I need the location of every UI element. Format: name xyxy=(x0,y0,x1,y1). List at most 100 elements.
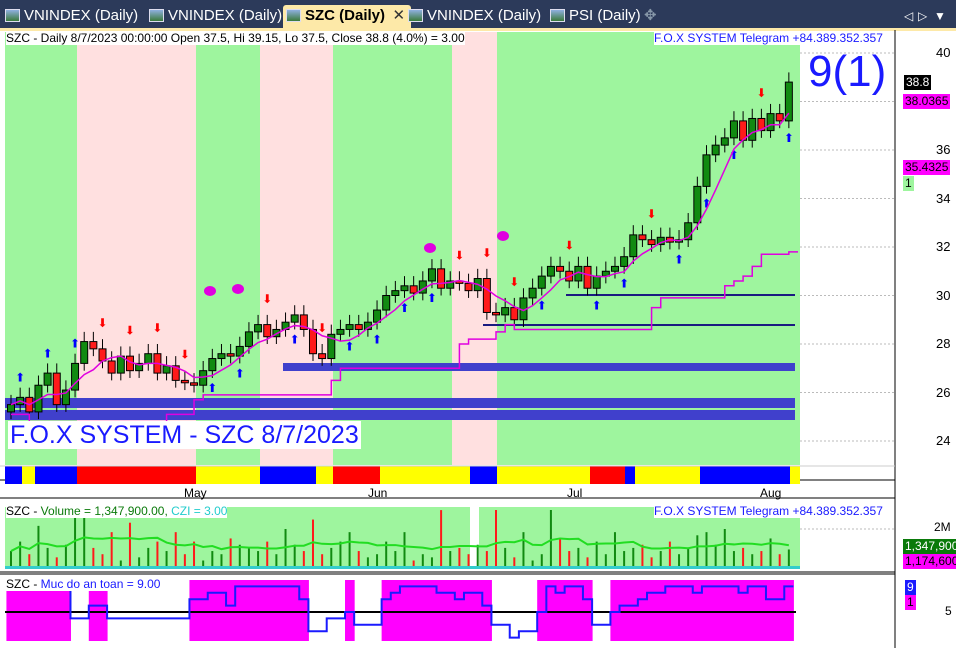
sell-arrow-icon: ⬇ xyxy=(509,275,519,289)
safety-zone xyxy=(390,580,401,641)
buy-arrow-icon: ⬆ xyxy=(619,277,629,291)
candle-up xyxy=(71,362,80,391)
candle-up xyxy=(116,355,125,374)
sell-arrow-icon: ⬇ xyxy=(125,323,135,337)
marker-dot xyxy=(497,231,509,241)
safety-zone xyxy=(52,580,62,641)
safety-zone xyxy=(765,580,776,641)
sell-arrow-icon: ⬇ xyxy=(482,246,492,260)
candle-down xyxy=(647,239,656,246)
trend-strip-segment xyxy=(260,466,316,484)
safety-zone xyxy=(418,580,428,641)
volume-average-line xyxy=(10,536,790,552)
trend-strip-segment xyxy=(22,466,35,484)
safety-zone xyxy=(88,580,99,641)
chart-icon xyxy=(550,9,565,22)
buy-arrow-icon: ⬆ xyxy=(207,381,217,395)
safety-zone xyxy=(720,580,730,641)
safety-zone xyxy=(582,580,593,641)
candle-up xyxy=(254,324,263,333)
tab-vnindex-2[interactable]: VNINDEX (Daily) xyxy=(146,5,282,27)
telegram-label: F.O.X SYSTEM Telegram +84.389.352.357 xyxy=(654,31,883,45)
candle-down xyxy=(583,265,592,289)
safety-zone xyxy=(564,580,575,641)
safety-zone xyxy=(674,580,685,641)
trend-strip-segment xyxy=(625,466,635,484)
support-zone xyxy=(5,398,795,408)
add-tab-icon[interactable]: ✥ xyxy=(644,7,657,24)
candle-down xyxy=(409,285,418,294)
volume-axis-tick: 2M xyxy=(934,520,951,534)
count-label: 9(1) xyxy=(808,47,887,96)
tab-vnindex-1[interactable]: VNINDEX (Daily) xyxy=(2,5,138,27)
candle-up xyxy=(711,144,720,156)
candle-down xyxy=(190,382,199,386)
candle-down xyxy=(89,341,98,350)
safety-value-tag: 9 xyxy=(905,580,916,595)
tab-szc[interactable]: SZC (Daily) ✕ xyxy=(283,5,412,30)
buy-arrow-icon: ⬆ xyxy=(345,340,355,354)
buy-arrow-icon: ⬆ xyxy=(372,332,382,346)
candle-up xyxy=(382,295,391,311)
safety-zone xyxy=(381,580,392,641)
price-axis-tick: 40 xyxy=(936,45,951,60)
safety-zone xyxy=(43,580,53,641)
candle-up xyxy=(327,333,336,360)
candle-up xyxy=(144,353,153,364)
safety-zone xyxy=(189,580,200,641)
candle-down xyxy=(180,379,189,384)
trend-strip-segment xyxy=(700,466,745,484)
safety-zone xyxy=(61,580,71,641)
marker-dot xyxy=(204,286,216,296)
trend-strip-segment xyxy=(497,466,530,484)
candle-up xyxy=(702,154,711,187)
candle-up xyxy=(693,185,702,224)
month-may: May xyxy=(184,486,207,500)
safety-zone xyxy=(262,580,273,641)
candle-up xyxy=(244,331,253,347)
candle-up xyxy=(373,309,382,323)
chart-icon xyxy=(149,9,164,22)
safety-zone xyxy=(701,580,712,641)
safety-zone xyxy=(656,580,666,641)
candle-down xyxy=(98,348,107,362)
candle-down xyxy=(299,314,308,330)
close-icon[interactable]: ✕ xyxy=(392,7,406,24)
trend-strip-segment xyxy=(590,466,625,484)
trend-strip-segment xyxy=(745,466,790,484)
signal-tag: 1 xyxy=(903,176,914,191)
candle-up xyxy=(784,81,793,122)
sell-arrow-icon: ⬇ xyxy=(756,86,766,100)
chevron-right-icon[interactable]: ▷ xyxy=(918,9,928,23)
safety-zone xyxy=(729,580,740,641)
candle-up xyxy=(290,314,299,323)
candle-down xyxy=(775,113,784,122)
chart-icon xyxy=(286,9,301,22)
tab-vnindex-3[interactable]: VNINDEX (Daily) xyxy=(405,5,541,27)
safety-zone xyxy=(610,580,621,641)
candle-up xyxy=(610,265,619,272)
safety-zone xyxy=(6,580,17,641)
safety-zone xyxy=(445,580,456,641)
candle-down xyxy=(464,282,473,292)
safety-zone xyxy=(665,580,675,641)
chevron-left-icon[interactable]: ◁ xyxy=(904,9,914,23)
candle-down xyxy=(556,265,565,272)
tab-psi[interactable]: PSI (Daily) xyxy=(547,5,641,27)
candle-up xyxy=(720,137,729,146)
candle-up xyxy=(446,280,455,289)
safety-zone xyxy=(24,580,35,641)
avg-volume-tag: 1,174,600 xyxy=(903,554,956,569)
safety-zone xyxy=(253,580,264,641)
price-axis-tick: 24 xyxy=(936,433,951,448)
candle-up xyxy=(592,275,601,289)
safety-axis-tick: 5 xyxy=(945,604,952,618)
candle-up xyxy=(345,324,354,330)
dropdown-icon[interactable]: ▼ xyxy=(934,9,946,23)
buy-arrow-icon: ⬆ xyxy=(70,337,80,351)
safety-zone xyxy=(573,580,584,641)
safety-header: SZC - Muc do an toan = 9.00 xyxy=(6,577,161,591)
sell-arrow-icon: ⬇ xyxy=(564,239,574,253)
trend-strip-segment xyxy=(196,466,260,484)
